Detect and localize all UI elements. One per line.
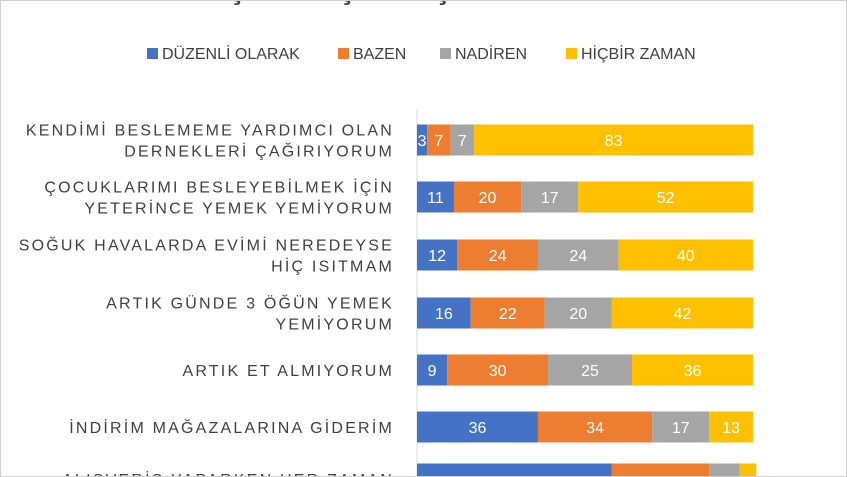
bar-4-3 (632, 354, 753, 386)
category-label-3-0: ARTIK GÜNDE 3 ÖĞÜN YEMEK (106, 294, 394, 313)
bar-4-0 (417, 354, 448, 386)
legend-label-1: BAZEN (353, 46, 406, 63)
bar-1-1 (453, 181, 522, 213)
data-label-4-3: 36 (684, 363, 702, 380)
data-label-1-2: 17 (541, 190, 559, 207)
data-label-4-2: 25 (581, 363, 599, 380)
data-label-5-1: 34 (586, 420, 604, 437)
bar-5-1 (537, 411, 653, 443)
bar-6-3 (739, 463, 757, 476)
category-label-3-1: YEMİYORUM (276, 315, 394, 334)
data-label-2-1: 24 (489, 248, 507, 265)
category-label-1-0: ÇOCUKLARIMI BESLEYEBİLMEK İÇİN (44, 178, 394, 197)
data-label-4-1: 30 (489, 363, 507, 380)
category-label-5-0: İNDİRİM MAĞAZALARINA GİDERİM (69, 418, 394, 437)
bar-6-0 (417, 463, 612, 476)
bar-0-2 (450, 124, 475, 156)
data-label-5-3: 13 (722, 420, 740, 437)
bar-4-2 (548, 354, 633, 386)
category-label-6-0: ALIŞVERİŞ YAPARKEN HER ZAMAN (62, 470, 394, 476)
legend-swatch-3 (566, 48, 577, 59)
bar-0-0 (417, 124, 428, 156)
bar-6-2 (709, 463, 740, 476)
bar-3-2 (544, 297, 612, 329)
legend-swatch-2 (440, 48, 451, 59)
legend-label-2: NADİREN (455, 44, 527, 63)
bar-2-1 (457, 239, 538, 271)
data-label-2-3: 40 (677, 248, 695, 265)
bar-5-2 (652, 411, 710, 443)
category-label-0-0: KENDİMİ BESLEMEME YARDIMCI OLAN (26, 121, 394, 140)
bar-2-3 (618, 239, 753, 271)
data-label-3-0: 16 (435, 306, 453, 323)
data-label-5-2: 17 (672, 420, 690, 437)
data-label-1-1: 20 (479, 190, 497, 207)
legend-label-0: DÜZENLİ OLARAK (162, 44, 300, 63)
data-label-2-2: 24 (569, 248, 587, 265)
category-label-2-1: HİÇ ISITMAM (271, 257, 394, 276)
data-label-5-0: 36 (469, 420, 487, 437)
data-label-3-2: 20 (569, 306, 587, 323)
category-label-1-1: YETERİNCE YEMEK YEMİYORUM (84, 199, 394, 218)
data-label-3-3: 42 (674, 306, 692, 323)
category-label-0-1: DERNEKLERİ ÇAĞIRIYORUM (124, 142, 394, 161)
bar-1-3 (578, 181, 753, 213)
bar-0-1 (427, 124, 451, 156)
category-label-2-0: SOĞUK HAVALARDA EVİMİ NEREDEYSE (19, 236, 394, 255)
legend-label-3: HİÇBİR ZAMAN (581, 44, 696, 63)
bar-2-0 (417, 239, 458, 271)
bar-4-1 (447, 354, 549, 386)
plot-area: KENDİMİ BESLEMEME YARDIMCI OLAN DERNEKLER… (19, 121, 757, 476)
data-label-4-0: 9 (428, 363, 437, 380)
data-label-2-0: 12 (428, 248, 446, 265)
legend-swatch-1 (338, 48, 349, 59)
bar-2-2 (537, 239, 619, 271)
bar-3-0 (417, 297, 471, 329)
data-label-0-0: 3 (418, 133, 427, 150)
data-label-1-0: 11 (427, 190, 444, 207)
bar-3-3 (611, 297, 753, 329)
bar-1-2 (521, 181, 579, 213)
data-label-0-3: 83 (605, 133, 623, 150)
bar-1-0 (417, 181, 454, 213)
category-label-4-0: ARTIK ET ALMIYORUM (183, 363, 395, 380)
bar-5-0 (417, 411, 538, 443)
data-label-1-3: 52 (657, 190, 675, 207)
data-label-0-1: 7 (434, 133, 443, 150)
bar-5-3 (709, 411, 753, 443)
chart-legend: DÜZENLİ OLARAK BAZEN NADİREN HİÇBİR ZAMAN (147, 44, 696, 63)
data-label-0-2: 7 (458, 133, 467, 150)
bar-0-3 (474, 124, 753, 156)
legend-swatch-0 (147, 48, 158, 59)
bar-3-1 (470, 297, 545, 329)
chart-title: ALIŞVERİŞ ALIŞKANLIKLARI (166, 1, 679, 6)
bar-6-1 (611, 463, 710, 476)
data-label-3-1: 22 (499, 306, 517, 323)
